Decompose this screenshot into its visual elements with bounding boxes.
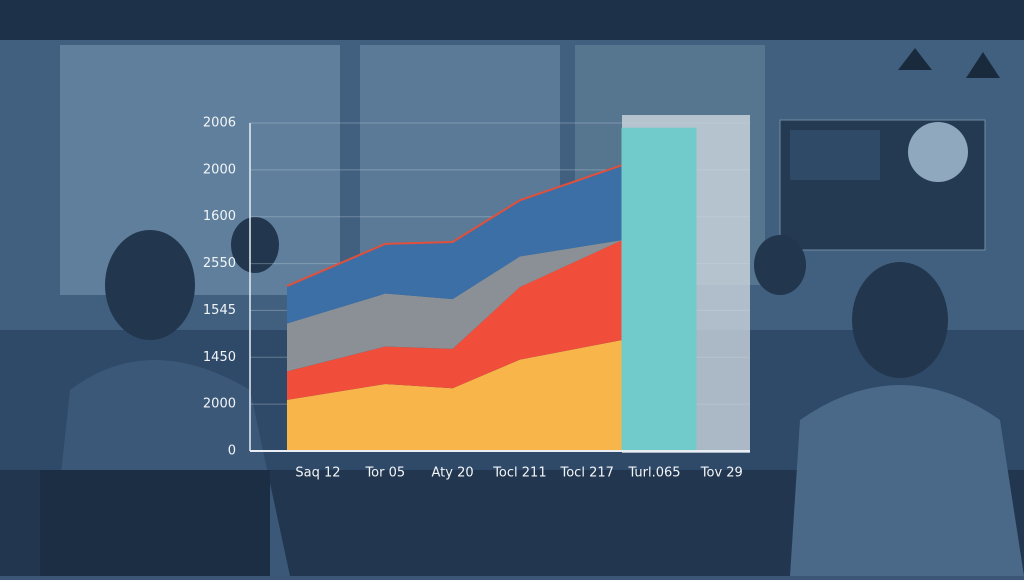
person-head xyxy=(754,235,806,295)
y-tick-label: 2550 xyxy=(203,256,236,271)
x-tick-label: Aty 20 xyxy=(432,466,474,481)
person-head xyxy=(231,217,279,273)
person-head xyxy=(105,230,195,340)
y-tick-label: 1600 xyxy=(203,209,236,224)
x-tick-label: Tor 05 xyxy=(364,466,405,481)
chair xyxy=(40,470,270,576)
x-tick-label: Tocl 217 xyxy=(560,466,614,481)
area xyxy=(287,339,622,451)
y-tick-label: 2000 xyxy=(203,397,236,412)
bar xyxy=(621,127,697,451)
monitor-chart xyxy=(790,130,880,180)
top-line xyxy=(286,164,623,287)
x-tick-label: Saq 12 xyxy=(295,466,340,481)
x-tick-label: Tov 29 xyxy=(700,466,743,481)
person-body xyxy=(790,385,1024,576)
lamp xyxy=(898,48,932,70)
y-tick-label: 1545 xyxy=(203,303,236,318)
area xyxy=(287,165,622,324)
x-tick-label: Tocl 211 xyxy=(492,466,546,481)
y-tick-label: 1450 xyxy=(203,350,236,365)
y-tick-label: 2006 xyxy=(203,116,236,131)
x-tick-label: Turl.065 xyxy=(627,466,680,481)
area xyxy=(287,240,622,400)
chart: 0 2000 1450 1545 2550 1600 2000 2006 Saq 12 Tor 0… xyxy=(203,116,750,481)
monitor-globe xyxy=(908,122,968,182)
area xyxy=(287,240,622,372)
ceiling xyxy=(0,0,1024,40)
y-tick-label: 2000 xyxy=(203,162,236,177)
lamp xyxy=(966,52,1000,78)
y-tick-label: 0 xyxy=(228,444,236,459)
person-head xyxy=(852,262,948,378)
window xyxy=(60,45,340,295)
